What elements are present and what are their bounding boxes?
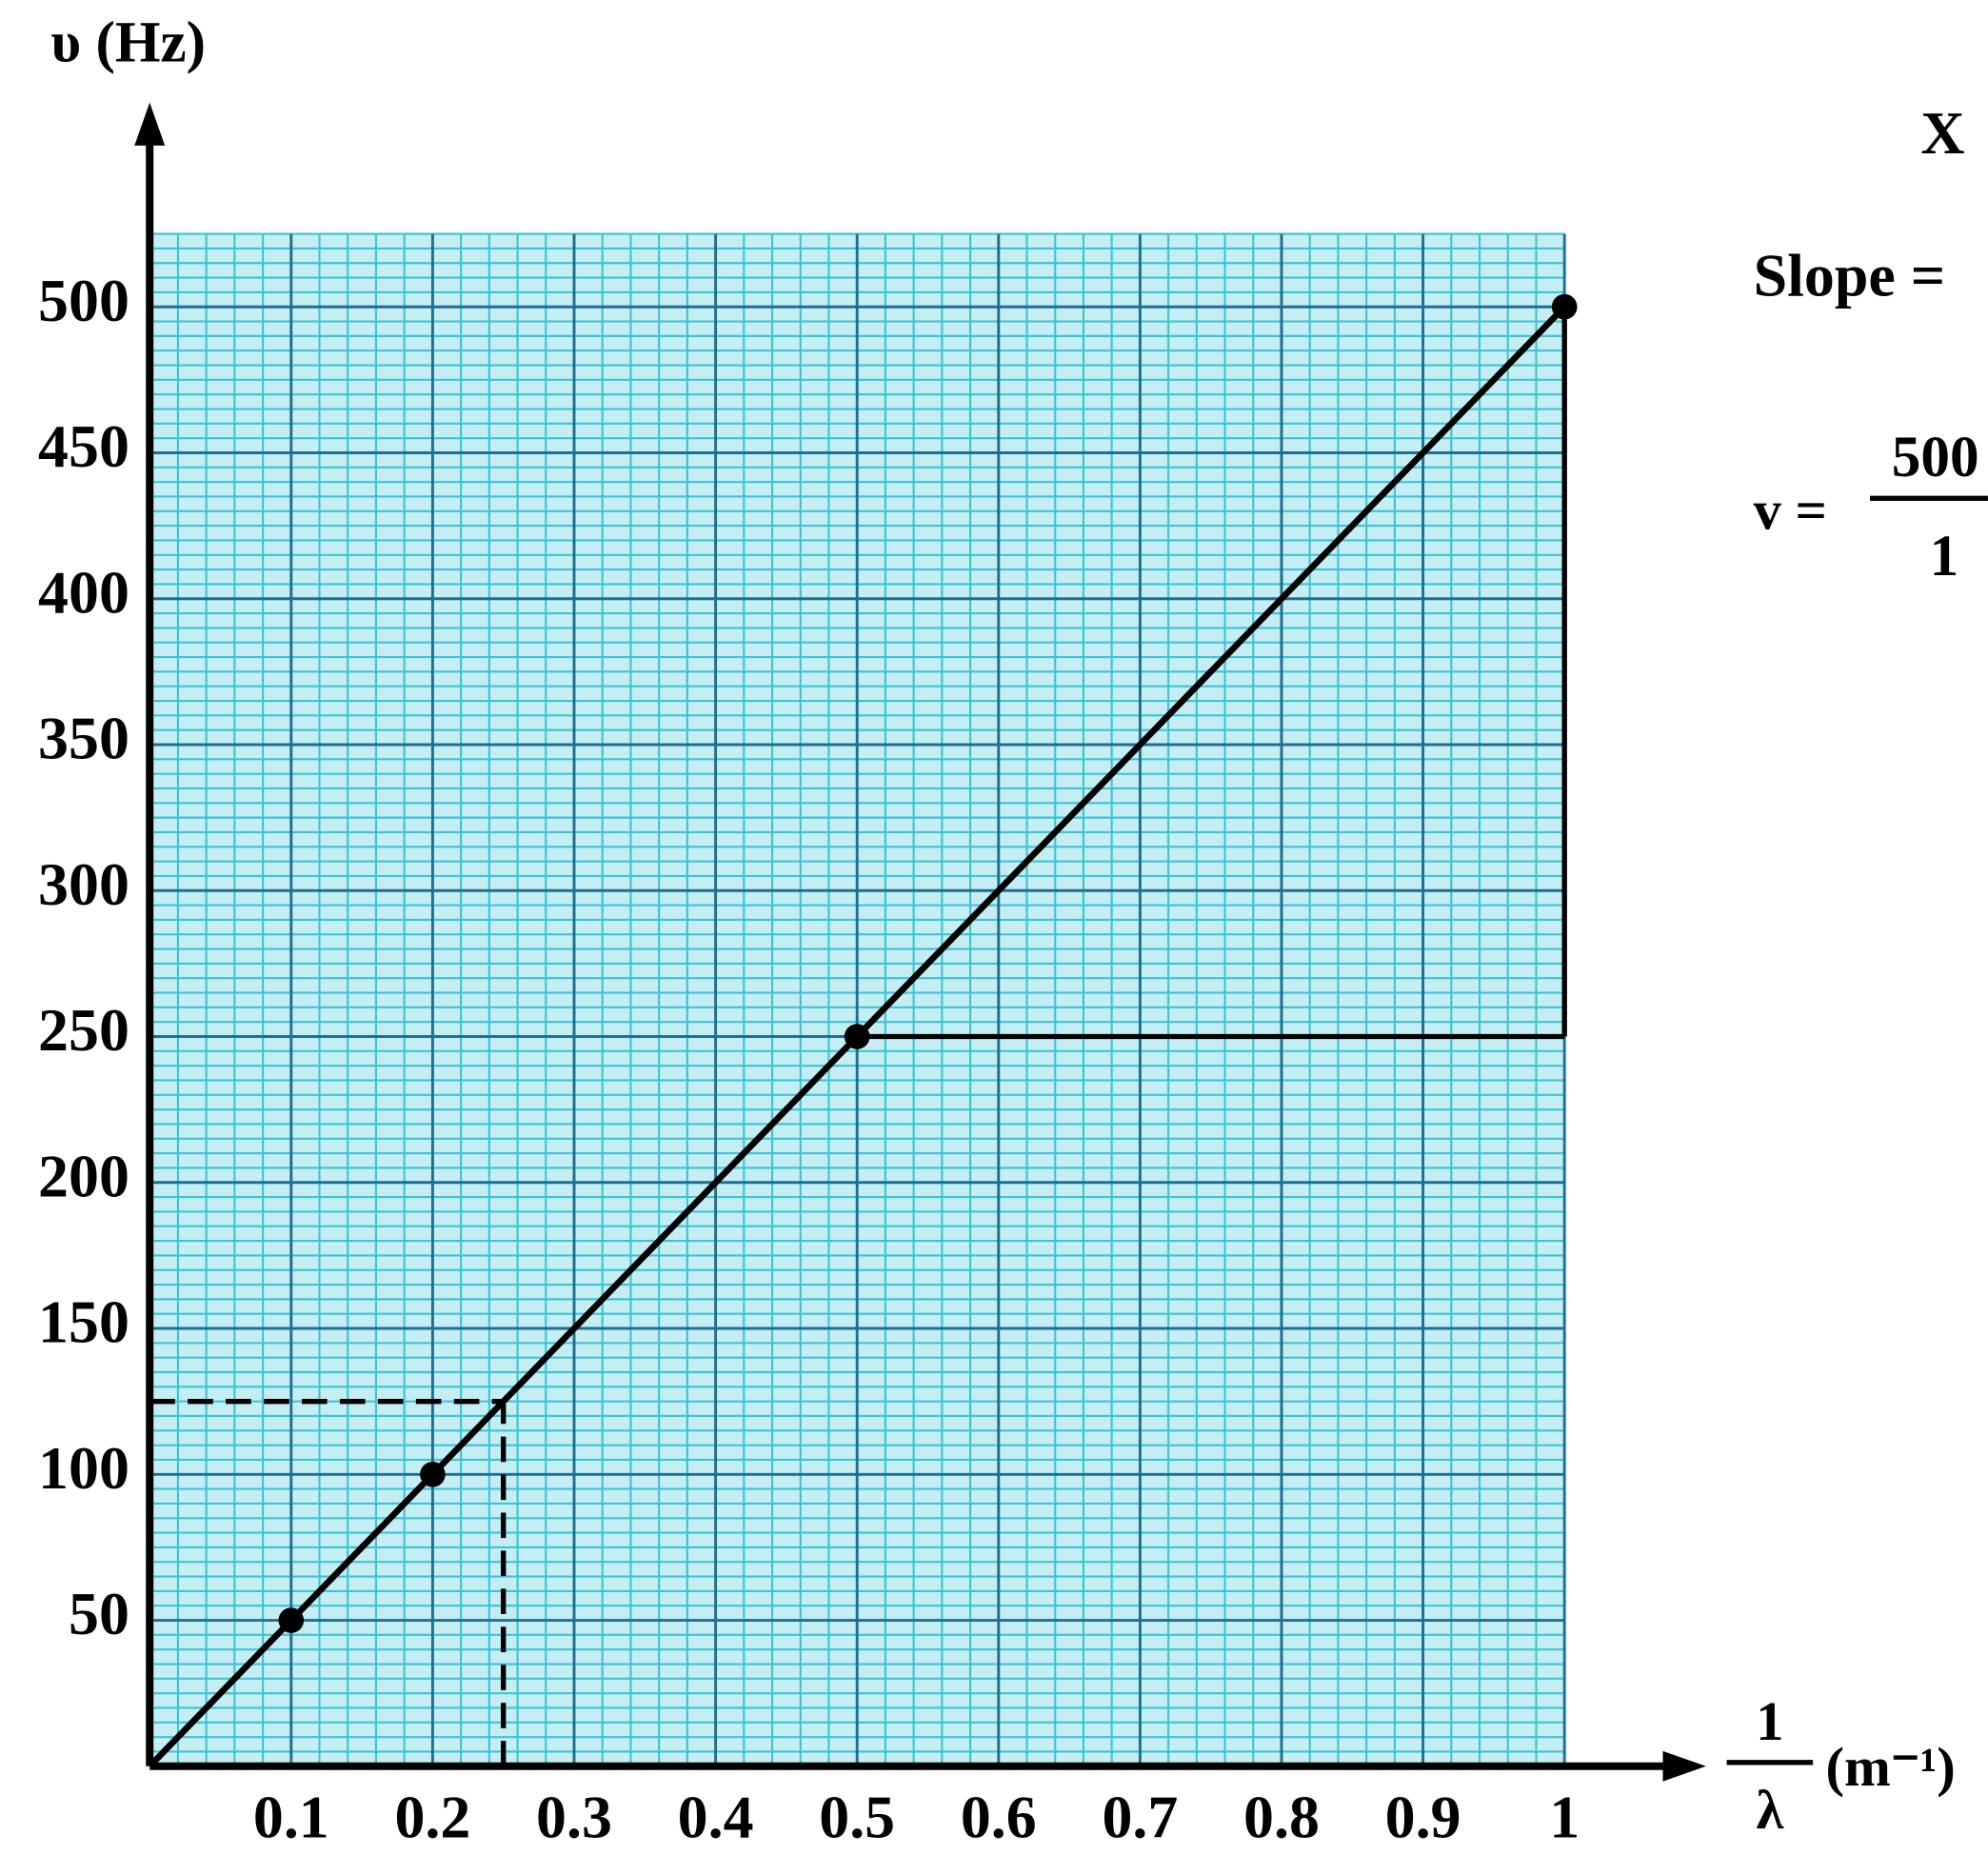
x-tick-label: 0.4 (678, 1783, 754, 1850)
side-label: X (1920, 99, 1964, 167)
fraction-denominator: 1 (1930, 524, 1959, 588)
y-axis-label: υ (Hz) (50, 10, 206, 75)
x-tick-label: 0.5 (819, 1783, 895, 1850)
x-tick-label: 0.6 (961, 1783, 1037, 1850)
data-point (845, 1024, 870, 1049)
y-tick-label: 200 (38, 1142, 129, 1209)
x-tick-label: 0.9 (1385, 1783, 1461, 1850)
v-text: v = (1754, 479, 1827, 541)
y-tick-label: 350 (38, 705, 129, 772)
x-tick-label: 0.3 (536, 1783, 612, 1850)
y-tick-label: 300 (38, 850, 129, 918)
slope-text: Slope = (1754, 241, 1946, 309)
fraction-numerator: 500 (1892, 425, 1979, 489)
x-tick-label: 0.7 (1102, 1783, 1178, 1850)
y-tick-label: 50 (69, 1580, 129, 1647)
data-point (1552, 294, 1578, 320)
y-tick-label: 500 (38, 267, 129, 334)
x-tick-label: 1 (1549, 1783, 1580, 1850)
x-tick-label: 0.1 (253, 1783, 329, 1850)
y-tick-label: 100 (38, 1434, 129, 1502)
grid (149, 234, 1564, 1766)
x-axis-label-numerator: 1 (1756, 1690, 1783, 1752)
chart: υ (Hz) 1 λ (m⁻¹) X Slope = v = 500 1 0.1… (0, 0, 1988, 1855)
x-tick-label: 0.8 (1243, 1783, 1320, 1850)
y-tick-label: 250 (38, 996, 129, 1064)
x-axis-label-denominator: λ (1756, 1779, 1783, 1841)
data-point (278, 1607, 304, 1633)
x-tick-label: 0.2 (394, 1783, 470, 1850)
x-axis-label-unit: (m⁻¹) (1825, 1736, 1955, 1798)
y-tick-label: 450 (38, 412, 129, 480)
y-tick-label: 400 (38, 558, 129, 626)
y-tick-label: 150 (38, 1288, 129, 1356)
data-point (420, 1462, 446, 1487)
